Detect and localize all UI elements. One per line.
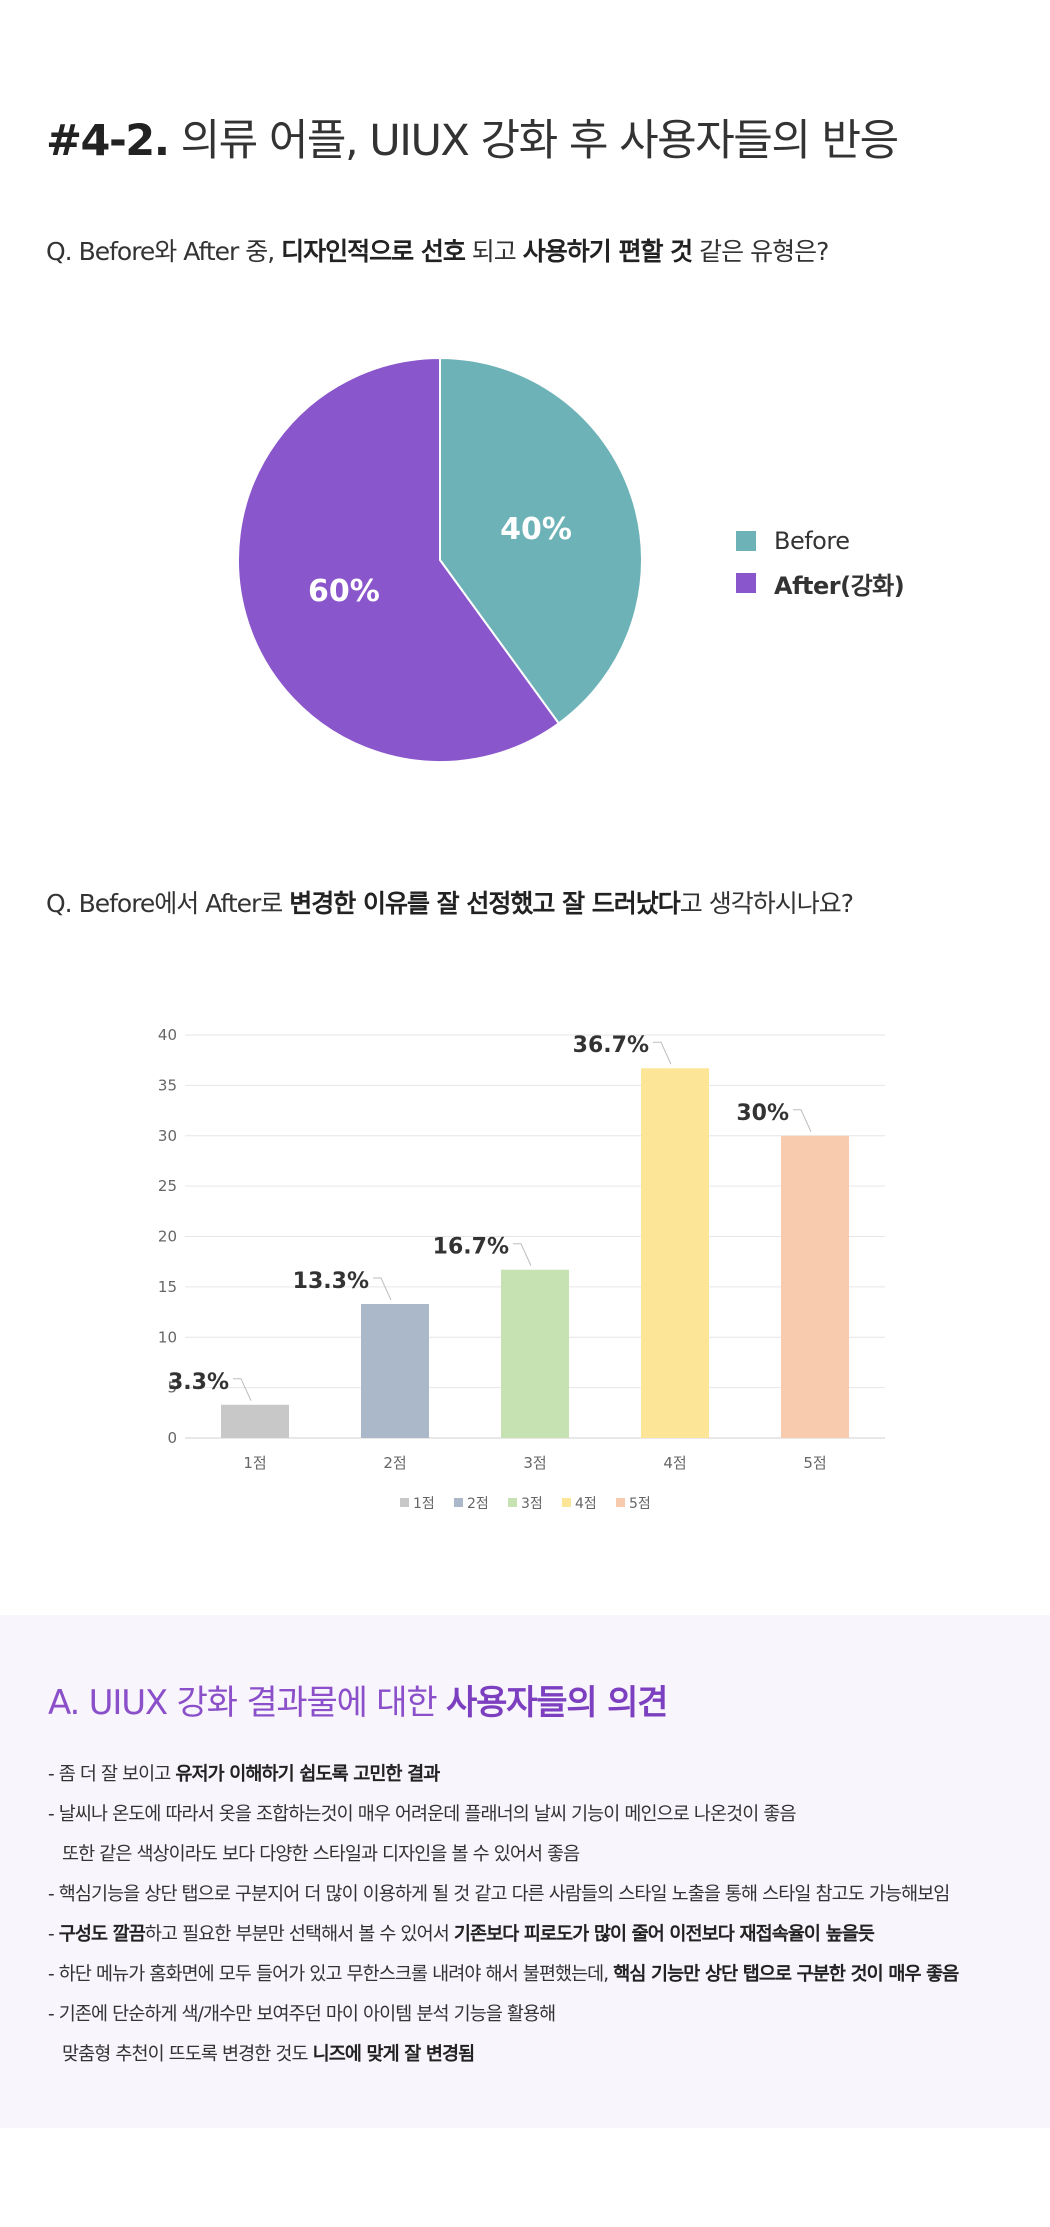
q2-part: 고 생각하시나요?: [679, 889, 854, 918]
bar-legend-label: 2점: [467, 1496, 489, 1512]
opinions-title-b: 사용자들의 의견: [446, 1683, 668, 1723]
q1-part: Q. Before와 After 중,: [46, 237, 282, 266]
legend-item-after: After(강화): [736, 562, 905, 604]
opinions-title-a: A. UIUX 강화 결과물에 대한: [48, 1683, 447, 1723]
opinion-line: - 기존에 단순하게 색/개수만 보여주던 마이 아이템 분석 기능을 활용해: [48, 1995, 1038, 2035]
y-tick-label: 35: [158, 1076, 177, 1094]
opinion-text: 또한 같은 색상이라도 보다 다양한 스타일과 디자인을 볼 수 있어서 좋음: [62, 1844, 580, 1865]
y-tick-label: 0: [167, 1429, 177, 1447]
heading-number: #4-2.: [46, 116, 170, 166]
q2-part: Q. Before에서 After로: [46, 889, 290, 918]
q1-part: 되고: [464, 237, 523, 266]
y-tick-label: 25: [158, 1177, 177, 1195]
bar-3: [501, 1269, 569, 1438]
pie-slice-after: [237, 356, 561, 763]
data-label: 30%: [736, 1101, 789, 1126]
opinion-text: - 핵심기능을 상단 탭으로 구분지어 더 많이 이용하게 될 것 같고 다른 …: [48, 1884, 950, 1905]
opinions-title: A. UIUX 강화 결과물에 대한 사용자들의 의견: [48, 1675, 668, 1724]
opinion-line: - 구성도 깔끔하고 필요한 부분만 선택해서 볼 수 있어서 기존보다 피로도…: [48, 1915, 1038, 1955]
y-tick-label: 10: [158, 1328, 177, 1346]
q2-emphasis: 변경한 이유를 잘 선정했고 잘 드러났다: [289, 889, 681, 918]
question-2: Q. Before에서 After로 변경한 이유를 잘 선정했고 잘 드러났다…: [46, 884, 854, 920]
data-label-leader: [513, 1243, 532, 1266]
data-label: 16.7%: [433, 1235, 509, 1260]
data-label-leader: [233, 1378, 252, 1401]
pie-slice-label: 40%: [500, 512, 572, 547]
bar-legend-swatch: [400, 1498, 409, 1507]
opinion-text: -: [48, 1924, 59, 1945]
bar-legend-label: 3점: [521, 1496, 543, 1512]
y-tick-label: 20: [158, 1228, 177, 1246]
y-tick-label: 5: [167, 1379, 177, 1397]
opinion-line: - 날씨나 온도에 따라서 옷을 조합하는것이 매우 어려운데 플래너의 날씨 …: [48, 1795, 1038, 1835]
y-tick-label: 30: [158, 1127, 177, 1145]
q1-part: 같은 유형은?: [692, 237, 829, 266]
bar-1: [221, 1404, 289, 1438]
data-label-leader: [373, 1277, 392, 1301]
q1-emphasis: 사용하기 편할 것: [522, 237, 693, 266]
y-tick-label: 40: [158, 1026, 177, 1044]
bar-legend-label: 1점: [413, 1496, 435, 1512]
opinion-line: - 핵심기능을 상단 탭으로 구분지어 더 많이 이용하게 될 것 같고 다른 …: [48, 1875, 1038, 1915]
opinion-text: 맞춤형 추천이 뜨도록 변경한 것도: [62, 2044, 313, 2065]
data-label-leader: [793, 1109, 812, 1132]
pie-legend: Before After(강화): [736, 520, 905, 604]
opinion-text: - 좀 더 잘 보이고: [48, 1764, 176, 1785]
pie-chart: 40% 60%: [237, 356, 643, 763]
bar-legend-label: 4점: [575, 1496, 597, 1512]
opinion-emphasis: 기존보다 피로도가 많이 줄어 이전보다 재접속율이 높을듯: [453, 1924, 875, 1945]
bar-legend-swatch: [562, 1498, 571, 1507]
opinion-text: - 하단 메뉴가 홈화면에 모두 들어가 있고 무한스크롤 내려야 해서 불편했…: [48, 1964, 614, 1985]
opinion-emphasis: 구성도 깔끔: [58, 1924, 146, 1945]
data-label-leader: [653, 1041, 672, 1065]
bar-chart: 0 5 10 15 20 25 30 35 40 1점 3.3% 2점 13.3% 3점 16.7% 4점 36…: [158, 1026, 885, 1512]
bar-legend-swatch: [616, 1498, 625, 1507]
opinion-line: - 하단 메뉴가 홈화면에 모두 들어가 있고 무한스크롤 내려야 해서 불편했…: [48, 1955, 1038, 1995]
data-label: 13.3%: [293, 1269, 369, 1294]
data-label: 3.3%: [168, 1370, 229, 1395]
opinions-list: - 좀 더 잘 보이고 유저가 이해하기 쉽도록 고민한 결과 - 날씨나 온도에…: [48, 1755, 1038, 2075]
opinion-line: 맞춤형 추천이 뜨도록 변경한 것도 니즈에 맞게 잘 변경됨: [48, 2035, 1038, 2075]
pie-slice-label: 60%: [308, 574, 380, 609]
legend-swatch-after: [736, 573, 756, 593]
bar-4: [641, 1068, 709, 1438]
legend-label-after: After(강화): [774, 571, 905, 600]
opinions-section: A. UIUX 강화 결과물에 대한 사용자들의 의견 - 좀 더 잘 보이고 …: [0, 1615, 1050, 2128]
x-tick-label: 3점: [523, 1454, 546, 1472]
legend-swatch-before: [736, 531, 756, 551]
bar-legend-swatch: [454, 1498, 463, 1507]
opinion-text: 하고 필요한 부분만 선택해서 볼 수 있어서: [144, 1924, 454, 1945]
opinion-text: - 기존에 단순하게 색/개수만 보여주던 마이 아이템 분석 기능을 활용해: [48, 2004, 556, 2025]
x-tick-label: 1점: [243, 1454, 266, 1472]
bar-legend-swatch: [508, 1498, 517, 1507]
bar-legend-label: 5점: [629, 1496, 651, 1512]
q1-emphasis: 디자인적으로 선호: [281, 237, 466, 266]
opinion-text: - 날씨나 온도에 따라서 옷을 조합하는것이 매우 어려운데 플래너의 날씨 …: [48, 1804, 796, 1825]
opinion-line: 또한 같은 색상이라도 보다 다양한 스타일과 디자인을 볼 수 있어서 좋음: [48, 1835, 1038, 1875]
pie-slice-before: [439, 356, 643, 725]
bar-5: [781, 1135, 849, 1438]
heading-text: 의류 어플, UIUX 강화 후 사용자들의 반응: [180, 116, 900, 166]
opinion-emphasis: 니즈에 맞게 잘 변경됨: [312, 2044, 476, 2065]
section-heading: #4-2. 의류 어플, UIUX 강화 후 사용자들의 반응: [46, 106, 900, 168]
question-1: Q. Before와 After 중, 디자인적으로 선호 되고 사용하기 편할…: [46, 232, 829, 268]
x-tick-label: 4점: [663, 1454, 686, 1472]
opinion-emphasis: 핵심 기능만 상단 탭으로 구분한 것이 매우 좋음: [613, 1964, 959, 1985]
bar-2: [361, 1304, 429, 1438]
x-tick-label: 5점: [803, 1454, 826, 1472]
x-tick-label: 2점: [383, 1454, 406, 1472]
y-tick-label: 15: [158, 1278, 177, 1296]
data-label: 36.7%: [573, 1033, 649, 1058]
legend-label-before: Before: [774, 527, 850, 555]
opinion-emphasis: 유저가 이해하기 쉽도록 고민한 결과: [175, 1764, 440, 1785]
opinion-line: - 좀 더 잘 보이고 유저가 이해하기 쉽도록 고민한 결과: [48, 1755, 1038, 1795]
legend-item-before: Before: [736, 520, 904, 562]
